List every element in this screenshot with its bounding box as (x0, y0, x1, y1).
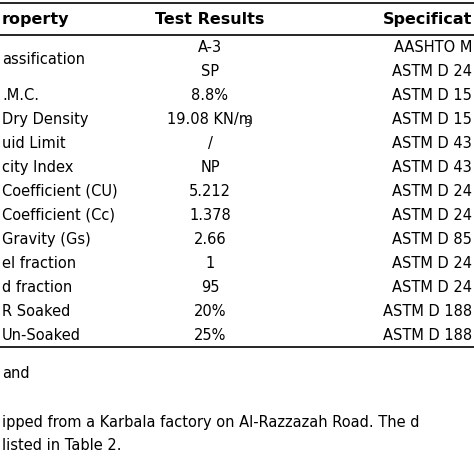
Text: roperty: roperty (2, 11, 70, 27)
Text: ASTM D 188: ASTM D 188 (383, 328, 472, 343)
Text: 25%: 25% (194, 328, 226, 343)
Text: 1: 1 (205, 255, 215, 271)
Text: 3: 3 (244, 119, 250, 129)
Text: A-3: A-3 (198, 39, 222, 55)
Text: 1.378: 1.378 (189, 208, 231, 222)
Text: .M.C.: .M.C. (2, 88, 39, 102)
Text: AASHTO M: AASHTO M (393, 39, 472, 55)
Text: 2.66: 2.66 (194, 231, 226, 246)
Text: ASTM D 43: ASTM D 43 (392, 159, 472, 174)
Text: SP: SP (201, 64, 219, 79)
Text: NP: NP (200, 159, 220, 174)
Text: R Soaked: R Soaked (2, 303, 70, 319)
Text: ASTM D 24: ASTM D 24 (392, 208, 472, 222)
Text: Dry Density: Dry Density (2, 111, 89, 127)
Text: ASTM D 24: ASTM D 24 (392, 64, 472, 79)
Text: Gravity (Gs): Gravity (Gs) (2, 231, 91, 246)
Text: ipped from a Karbala factory on Al-Razzazah Road. The d: ipped from a Karbala factory on Al-Razza… (2, 416, 419, 430)
Text: assification: assification (2, 52, 85, 66)
Text: 95: 95 (201, 280, 219, 294)
Text: ASTM D 188: ASTM D 188 (383, 303, 472, 319)
Text: and: and (2, 365, 29, 381)
Text: 8.8%: 8.8% (191, 88, 228, 102)
Text: city Index: city Index (2, 159, 73, 174)
Text: Specificat: Specificat (383, 11, 472, 27)
Text: ASTM D 15: ASTM D 15 (392, 111, 472, 127)
Text: Coefficient (CU): Coefficient (CU) (2, 183, 118, 199)
Text: ASTM D 43: ASTM D 43 (392, 136, 472, 151)
Text: 19.08 KN/m: 19.08 KN/m (167, 111, 253, 127)
Text: ASTM D 24: ASTM D 24 (392, 280, 472, 294)
Text: Coefficient (Cc): Coefficient (Cc) (2, 208, 115, 222)
Text: Test Results: Test Results (155, 11, 264, 27)
Text: ASTM D 85: ASTM D 85 (392, 231, 472, 246)
Text: /: / (208, 136, 212, 151)
Text: ASTM D 24: ASTM D 24 (392, 255, 472, 271)
Text: uid Limit: uid Limit (2, 136, 65, 151)
Text: ASTM D 24: ASTM D 24 (392, 183, 472, 199)
Text: listed in Table 2.: listed in Table 2. (2, 438, 121, 453)
Text: Un-Soaked: Un-Soaked (2, 328, 81, 343)
Text: el fraction: el fraction (2, 255, 76, 271)
Text: ASTM D 15: ASTM D 15 (392, 88, 472, 102)
Text: d fraction: d fraction (2, 280, 72, 294)
Text: 5.212: 5.212 (189, 183, 231, 199)
Text: 20%: 20% (194, 303, 226, 319)
